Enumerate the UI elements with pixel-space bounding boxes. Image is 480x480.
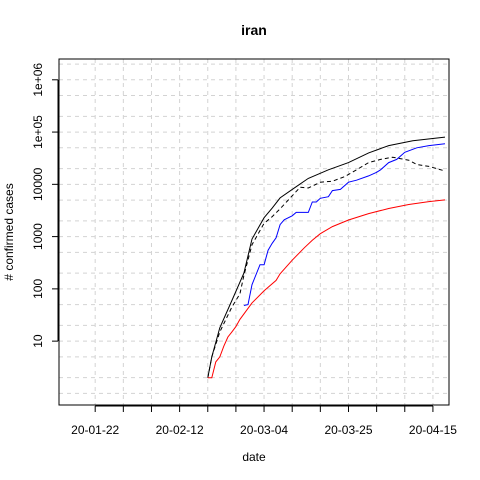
- x-tick-label: 20-03-04: [240, 423, 288, 437]
- y-axis: 10 100 1000 10000 1e+05 1e+06: [31, 63, 59, 348]
- y-tick-label: 1e+06: [31, 63, 45, 97]
- x-tick-label: 20-04-15: [409, 423, 457, 437]
- y-tick-label: 1e+05: [31, 115, 45, 149]
- y-tick-label: 100: [31, 279, 45, 299]
- y-tick-label: 10000: [31, 167, 45, 201]
- chart-title: iran: [241, 22, 267, 38]
- y-axis-title: # confirmed cases: [2, 183, 16, 280]
- x-axis: 20-01-22 20-02-12 20-03-04 20-03-25 20-04-15: [71, 405, 457, 437]
- series-line-4: [207, 199, 446, 379]
- series-group: [207, 136, 446, 379]
- plot-frame: [58, 58, 450, 406]
- series-line-1: [207, 136, 446, 378]
- y-tick-label: 1000: [31, 223, 45, 250]
- series-line-2: [207, 156, 446, 378]
- x-tick-label: 20-02-12: [156, 423, 204, 437]
- x-tick-label: 20-03-25: [324, 423, 372, 437]
- y-tick-label: 10: [31, 334, 45, 348]
- x-tick-label: 20-01-22: [71, 423, 119, 437]
- x-axis-title: date: [242, 450, 266, 464]
- series-line-3: [243, 143, 446, 306]
- grid: [59, 59, 449, 405]
